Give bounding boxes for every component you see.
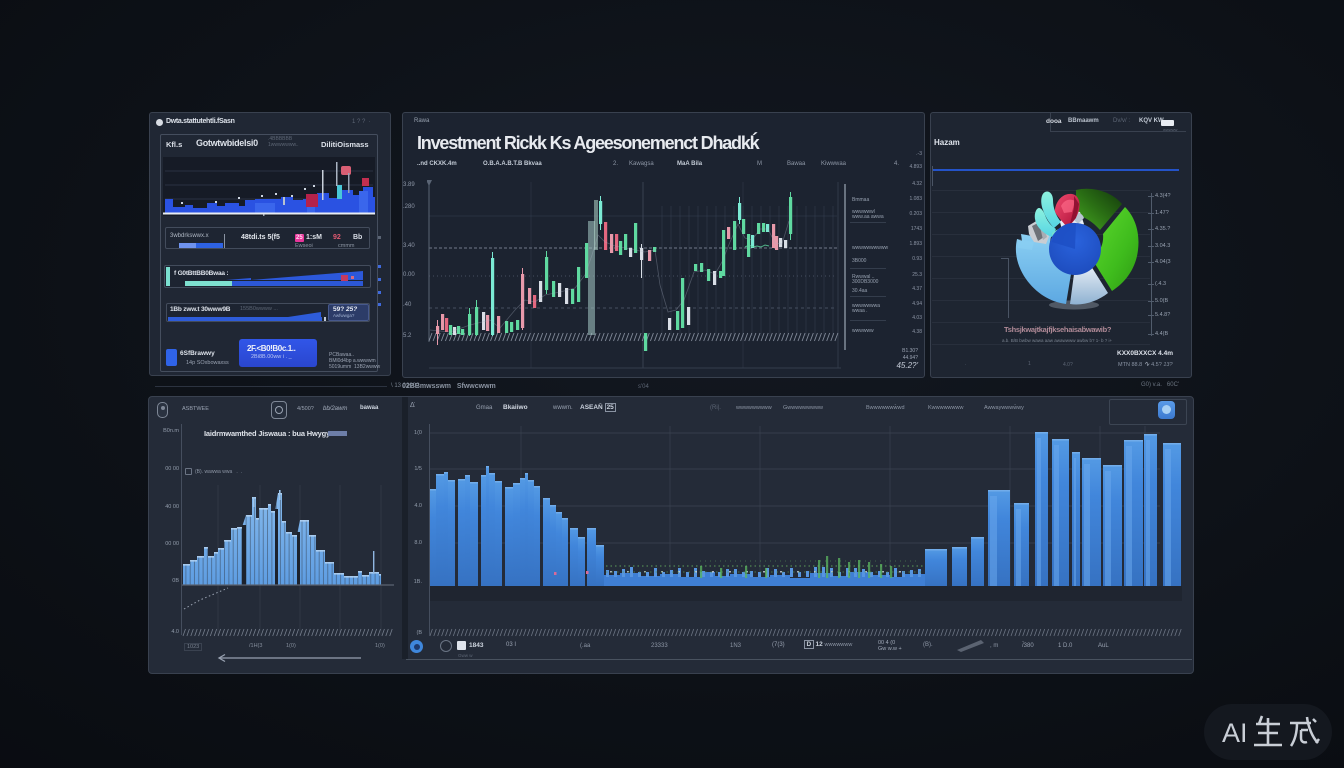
svg-text:AI: AI [1222,718,1248,748]
